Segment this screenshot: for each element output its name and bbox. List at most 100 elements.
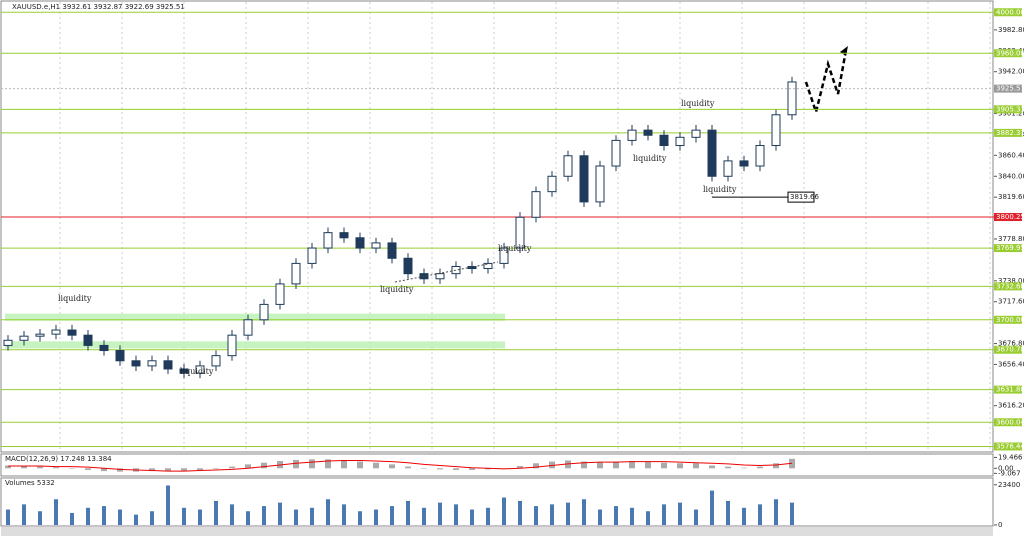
candle-body bbox=[723, 160, 733, 177]
volume-bar bbox=[278, 502, 282, 525]
macd-bar bbox=[757, 466, 763, 469]
volume-bar bbox=[374, 509, 378, 525]
annotation: liquidity bbox=[380, 285, 414, 294]
candle-body bbox=[35, 333, 45, 337]
volume-bar bbox=[614, 506, 618, 525]
level-label: 3960.00 bbox=[996, 49, 1024, 57]
macd-tick-label: 19.466 bbox=[998, 453, 1023, 461]
candle-body bbox=[515, 216, 525, 249]
volume-bar bbox=[54, 499, 58, 525]
volume-bar bbox=[118, 509, 122, 525]
level-tag bbox=[994, 282, 1022, 291]
candle-body bbox=[691, 129, 701, 138]
forecast-arrow bbox=[804, 49, 848, 117]
candle-body bbox=[579, 155, 589, 203]
annotation: liquidity bbox=[681, 99, 715, 108]
candle-body bbox=[787, 81, 797, 116]
macd-bar bbox=[693, 463, 699, 469]
candle-body bbox=[611, 139, 621, 167]
level-tag bbox=[994, 105, 1022, 114]
macd-label: MACD(12,26,9) 17.248 13.384 bbox=[5, 455, 112, 463]
candle-body bbox=[163, 360, 173, 370]
macd-bar bbox=[85, 468, 91, 470]
level-label: 3700.00 bbox=[996, 316, 1024, 324]
candle-body bbox=[259, 303, 269, 321]
macd-bar bbox=[261, 462, 267, 469]
annotation: liquidity bbox=[58, 294, 92, 303]
macd-bar bbox=[309, 459, 315, 469]
volume-bar bbox=[38, 511, 42, 525]
main-pane bbox=[0, 0, 994, 453]
candle-body bbox=[467, 265, 477, 270]
time-axis bbox=[1, 527, 993, 536]
candle-body bbox=[291, 262, 301, 285]
macd-bar bbox=[373, 462, 379, 469]
macd-bar bbox=[357, 461, 363, 469]
trend-line bbox=[394, 261, 499, 283]
macd-bar bbox=[21, 466, 27, 469]
volume-bar bbox=[742, 507, 746, 525]
macd-bar bbox=[405, 466, 411, 469]
y-tick-label: 3942.00 bbox=[998, 68, 1024, 76]
level-label: 3670.78 bbox=[996, 346, 1024, 354]
candle-body bbox=[179, 368, 189, 374]
volume-bar bbox=[326, 499, 330, 525]
volume-bar bbox=[566, 502, 570, 525]
candle-body bbox=[483, 262, 493, 270]
volume-bar bbox=[390, 506, 394, 525]
candle-body bbox=[451, 265, 461, 275]
candle-body bbox=[147, 360, 157, 367]
volume-bar bbox=[198, 509, 202, 525]
volume-bar bbox=[150, 511, 154, 525]
candle-body bbox=[499, 247, 509, 264]
candle-body bbox=[531, 191, 541, 218]
y-tick-label: 3656.40 bbox=[998, 360, 1024, 368]
candle-body bbox=[307, 247, 317, 264]
volume-bar bbox=[246, 511, 250, 525]
volume-bar bbox=[470, 509, 474, 525]
volume-bar bbox=[262, 506, 266, 525]
volume-bar bbox=[342, 504, 346, 525]
macd-bar bbox=[725, 466, 731, 469]
candle-body bbox=[387, 242, 397, 259]
candle-body bbox=[563, 155, 573, 177]
candle-body bbox=[595, 165, 605, 203]
macd-bar bbox=[5, 465, 11, 469]
level-tag bbox=[994, 8, 1022, 17]
candle-body bbox=[323, 232, 333, 249]
level-label: 4000.00 bbox=[996, 8, 1024, 16]
volume-bar bbox=[134, 514, 138, 525]
volume-bar bbox=[406, 500, 410, 525]
volume-bar bbox=[422, 507, 426, 525]
candle-body bbox=[67, 329, 77, 336]
macd-bar bbox=[165, 468, 171, 472]
macd-bar bbox=[469, 468, 475, 470]
volume-bar bbox=[582, 499, 586, 525]
level-tag bbox=[994, 49, 1022, 58]
macd-tick-label: 0.00 bbox=[998, 464, 1014, 472]
current-price-label: 3925.51 bbox=[996, 85, 1024, 93]
macd-bar bbox=[341, 459, 347, 469]
volume-bar bbox=[6, 509, 10, 525]
macd-bar bbox=[773, 463, 779, 469]
level-label: 3576.44 bbox=[996, 442, 1024, 450]
macd-bar bbox=[149, 468, 155, 472]
candle-body bbox=[627, 129, 637, 141]
volume-bar bbox=[598, 509, 602, 525]
volume-bar bbox=[774, 499, 778, 525]
volume-bar bbox=[502, 497, 506, 525]
level-tag bbox=[994, 244, 1022, 253]
volume-bar bbox=[486, 507, 490, 525]
macd-bar bbox=[117, 468, 123, 472]
marked-price-label: 3819.66 bbox=[790, 193, 819, 201]
y-tick-label: 3676.80 bbox=[998, 340, 1024, 348]
y-tick-label: 3738.00 bbox=[998, 277, 1024, 285]
macd-bar bbox=[709, 465, 715, 469]
candle-body bbox=[739, 160, 749, 167]
volume-bar bbox=[726, 500, 730, 525]
candle-body bbox=[275, 283, 285, 305]
y-tick-label: 3840.00 bbox=[998, 172, 1024, 180]
volume-bar bbox=[230, 504, 234, 525]
level-label: 3600.04 bbox=[996, 418, 1024, 426]
macd-bar bbox=[645, 461, 651, 469]
